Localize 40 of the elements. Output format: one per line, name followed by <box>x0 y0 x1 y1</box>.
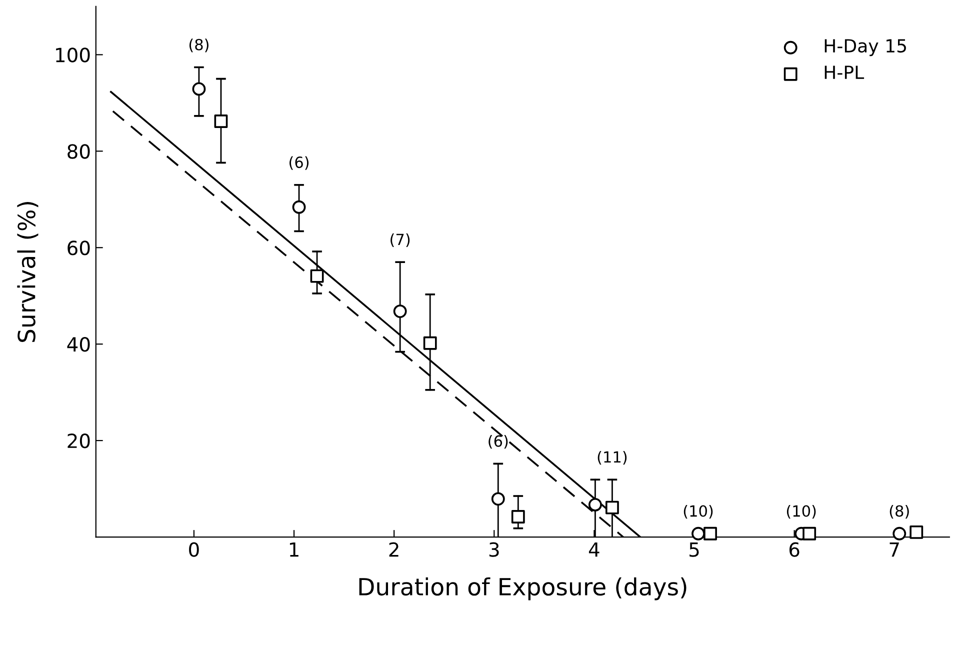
x-axis-title: Duration of Exposure (days) <box>359 577 686 600</box>
legend-label: H-PL <box>824 66 864 79</box>
x-tick-label: 6 <box>789 542 800 557</box>
point <box>892 526 906 540</box>
point <box>692 526 705 540</box>
point <box>704 526 717 540</box>
x-tick-label: 4 <box>588 542 600 557</box>
annotation: (6) <box>290 156 309 170</box>
y-tick-label: 60 <box>68 240 90 256</box>
y-tick-label: 40 <box>67 337 90 352</box>
x-tick-label: 1 <box>290 542 298 557</box>
x-tick-label: 7 <box>890 542 899 557</box>
legend-label: H-Day 15 <box>824 39 906 56</box>
y-axis-title: Survival (%) <box>17 202 38 342</box>
annotation: (10) <box>684 504 713 519</box>
y-tick-label: 100 <box>56 48 90 62</box>
point <box>310 269 324 283</box>
annotation: (8) <box>189 38 208 52</box>
point <box>588 498 602 512</box>
x-tick-label: 0 <box>189 542 199 557</box>
point <box>605 500 619 514</box>
annotation: (11) <box>598 450 627 465</box>
x-tick-label: 3 <box>489 542 499 557</box>
point <box>491 492 505 506</box>
y-tick-label: 20 <box>68 434 90 448</box>
y-tick-label: 80 <box>68 144 90 159</box>
point <box>393 304 407 318</box>
annotation: (7) <box>390 233 410 248</box>
point <box>423 336 437 350</box>
annotation: (10) <box>786 504 816 519</box>
annotation: (8) <box>890 504 909 519</box>
point <box>511 510 525 524</box>
point <box>214 114 228 128</box>
point <box>802 526 816 540</box>
point <box>910 525 924 539</box>
point <box>292 200 306 214</box>
x-tick-label: 5 <box>690 542 699 557</box>
x-tick-label: 2 <box>389 542 398 557</box>
annotation: (6) <box>488 435 508 449</box>
point <box>192 82 206 96</box>
